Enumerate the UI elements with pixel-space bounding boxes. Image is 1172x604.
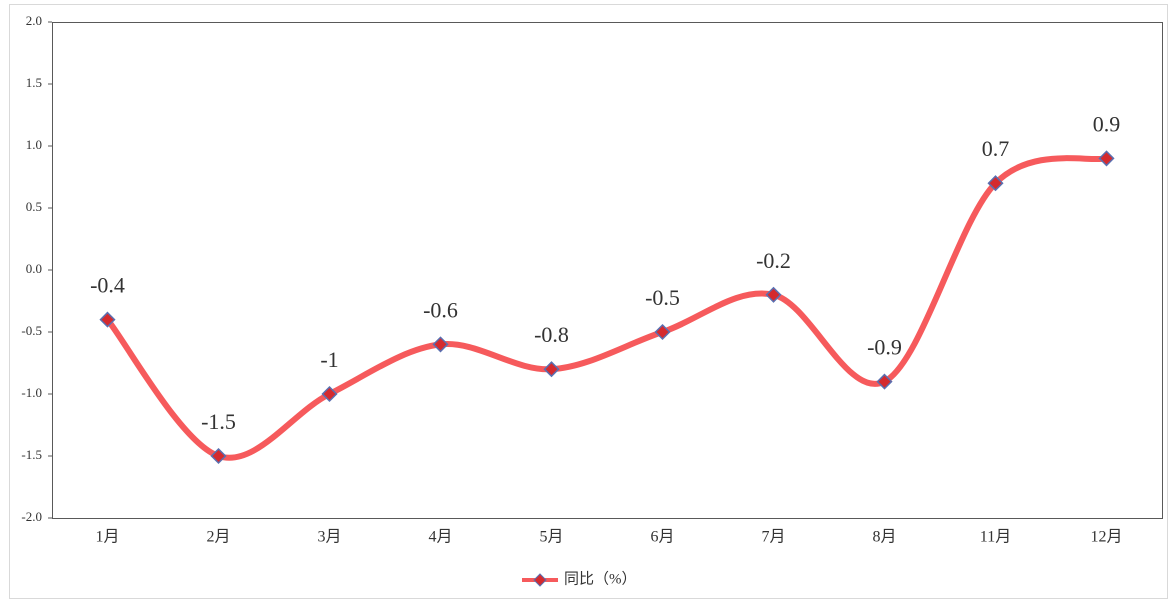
marker bbox=[654, 323, 671, 341]
y-tick-label: 1.0 bbox=[26, 137, 42, 152]
x-tick-label: 3月 bbox=[317, 529, 341, 546]
legend-label: 同比（%） bbox=[564, 570, 637, 587]
marker bbox=[543, 361, 560, 378]
data-label: -0.9 bbox=[867, 335, 902, 360]
series-line bbox=[104, 155, 1110, 461]
y-tick-label: -1.0 bbox=[21, 385, 42, 400]
data-label: -1 bbox=[320, 347, 338, 372]
data-label: 0.7 bbox=[982, 136, 1010, 161]
marker bbox=[432, 336, 449, 353]
marker bbox=[321, 385, 338, 403]
x-tick-label: 8月 bbox=[872, 529, 896, 546]
legend-marker bbox=[533, 573, 547, 587]
x-tick-label: 5月 bbox=[539, 529, 563, 546]
y-tick-label: -1.5 bbox=[21, 447, 42, 462]
data-label: -0.5 bbox=[645, 285, 680, 310]
data-label: -1.5 bbox=[201, 409, 236, 434]
marker bbox=[987, 175, 1004, 192]
y-tick-label: -2.0 bbox=[21, 509, 42, 524]
x-tick-label: 12月 bbox=[1090, 529, 1122, 546]
y-tick-label: 0.0 bbox=[26, 261, 42, 276]
y-tick-label: 2.0 bbox=[26, 13, 42, 28]
marker bbox=[210, 447, 227, 465]
chart-border bbox=[9, 4, 1168, 599]
y-tick-label: -0.5 bbox=[21, 323, 42, 338]
data-label: -0.6 bbox=[423, 297, 458, 322]
x-tick-label: 1月 bbox=[95, 529, 119, 546]
x-tick-label: 4月 bbox=[428, 529, 452, 546]
data-label: -0.2 bbox=[756, 248, 791, 273]
data-label: -0.4 bbox=[90, 273, 125, 298]
data-label: 0.9 bbox=[1093, 111, 1121, 136]
marker bbox=[1098, 150, 1115, 167]
x-tick-label: 6月 bbox=[650, 529, 674, 546]
marker bbox=[876, 373, 893, 390]
y-tick-label: 1.5 bbox=[26, 75, 42, 90]
plot-area bbox=[52, 22, 1163, 519]
x-tick-label: 7月 bbox=[761, 529, 785, 546]
x-tick-label: 2月 bbox=[206, 529, 230, 546]
x-tick-label: 11月 bbox=[980, 529, 1011, 546]
marker bbox=[99, 311, 116, 328]
marker bbox=[765, 286, 782, 303]
y-tick-label: 0.5 bbox=[26, 199, 42, 214]
data-label: -0.8 bbox=[534, 322, 569, 347]
